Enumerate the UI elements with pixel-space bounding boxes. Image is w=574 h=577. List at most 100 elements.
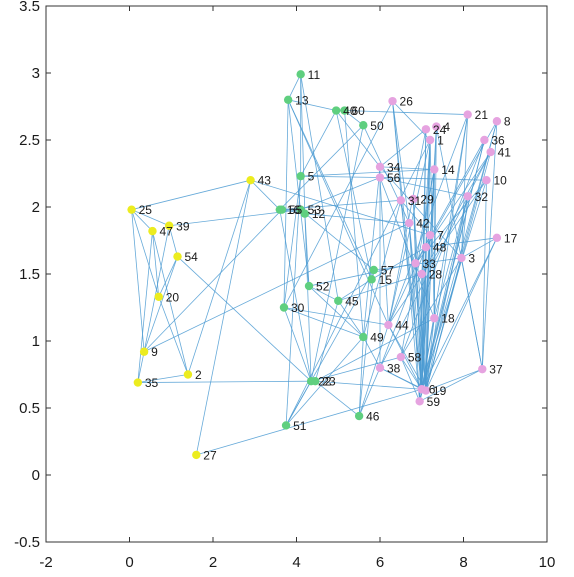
node-25 [127,205,136,214]
node-label-47: 47 [159,225,173,239]
node-label-56: 56 [387,171,401,185]
edge-50-22 [310,125,364,382]
node-60 [340,106,349,115]
plot-background [46,6,547,542]
node-21 [463,110,472,119]
node-label-4: 4 [443,120,450,134]
node-label-16: 16 [287,203,301,217]
edge-10-37 [481,180,487,370]
node-40 [331,106,341,115]
node-label-29: 29 [420,192,434,206]
node-label-58: 58 [408,351,422,365]
x-tick-label: 0 [125,554,133,571]
node-label-15: 15 [379,273,393,287]
edge-13-40 [288,99,337,111]
node-23 [311,377,320,386]
edge-47-2 [152,231,189,375]
node-label-5: 5 [308,170,315,184]
edge-36-58 [400,139,485,358]
edge-32-19 [425,196,469,391]
edge-21-3 [461,114,469,258]
edge-18-19 [425,318,435,391]
x-tick-label: 6 [376,554,384,571]
node-31 [396,196,406,205]
edge-28-59 [419,273,423,402]
node-label-49: 49 [370,330,384,344]
node-label-53: 53 [308,203,322,217]
node-label-32: 32 [475,190,489,204]
y-tick-label: 0 [32,467,40,484]
node-35 [133,378,143,387]
edge-46-49 [358,336,364,417]
node-label-26: 26 [400,95,414,109]
node-37 [478,364,487,374]
edge-46-44 [358,324,389,417]
node-47 [148,226,157,236]
edge-41-28 [421,151,491,275]
edge-16-22 [279,209,312,382]
edge-29-19 [413,198,427,391]
node-54 [173,252,182,261]
edge-21-6 [421,114,469,390]
x-tick-label: 4 [292,554,300,571]
node-10 [482,176,491,185]
edge-56-44 [379,177,389,325]
node-27 [192,450,201,460]
node-label-12: 12 [312,207,326,221]
node-9 [139,347,149,356]
node-label-24: 24 [433,123,447,137]
edge-15-13 [287,99,373,280]
edge-9-42 [143,222,410,353]
edge-43-7 [250,179,431,236]
node-label-33: 33 [422,257,436,271]
node-label-10: 10 [493,174,507,188]
node-17 [492,233,502,243]
edge-4-18 [433,126,437,319]
edge-11-12 [300,74,306,214]
y-tick-label: 2.5 [19,132,40,149]
node-label-11: 11 [308,68,321,82]
node-label-19: 19 [433,384,447,398]
edge-24-44 [387,129,427,325]
edge-39-9 [143,225,170,352]
node-30 [279,303,289,312]
edge-39-54 [168,225,178,257]
x-tick-label: 2 [209,554,217,571]
x-tick-label: -2 [39,554,52,571]
node-label-43: 43 [258,174,272,188]
edge-2-20 [158,296,189,375]
node-label-50: 50 [370,119,384,133]
node-label-28: 28 [429,268,443,282]
edge-42-6 [408,223,423,390]
node-53 [296,205,305,214]
node-50 [359,121,368,130]
node-label-18: 18 [441,312,455,326]
node-label-40: 40 [343,104,357,118]
node-49 [359,332,368,342]
node-label-1: 1 [437,134,444,148]
node-label-6: 6 [429,383,436,397]
edge-53-56 [300,177,381,211]
node-label-30: 30 [291,301,305,315]
node-label-27: 27 [203,448,217,462]
node-14 [430,165,439,174]
edge-46-38 [358,367,381,417]
y-tick-label: -0.5 [14,534,40,551]
edge-31-6 [400,200,423,390]
node-label-48: 48 [433,241,447,255]
edge-54-20 [158,256,178,297]
edge-17-3 [461,237,498,259]
edge-5-14 [300,169,435,177]
edge-10-44 [388,179,487,326]
edge-47-35 [137,231,153,383]
edge-40-34 [335,110,381,168]
node-28 [417,269,426,279]
edge-17-19 [425,237,498,391]
edge-11-45 [300,74,339,301]
node-label-36: 36 [491,134,505,148]
edge-30-22 [283,307,312,382]
edge-56-32 [379,177,468,197]
edge-48-38 [379,247,427,368]
edge-3-37 [461,257,483,370]
node-2 [183,370,193,379]
